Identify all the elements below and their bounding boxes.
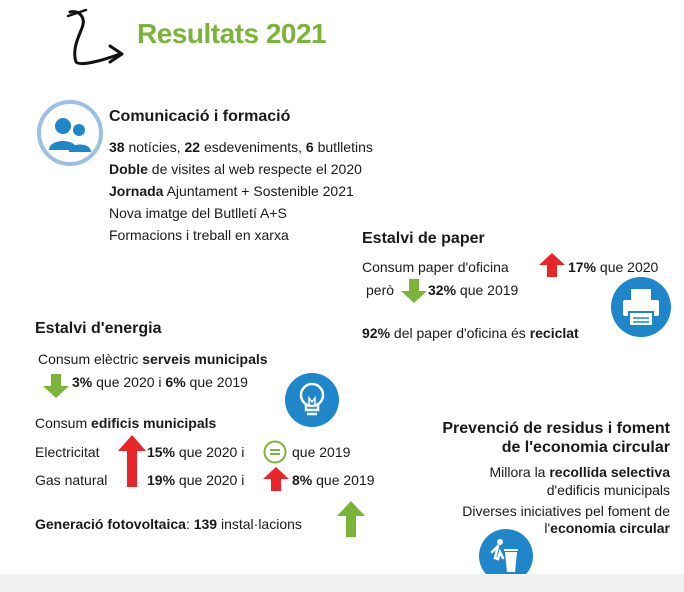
waste-line-1: Millora la recollida selectiva <box>489 464 670 480</box>
footer-bar <box>0 574 684 592</box>
communication-line-4: Nova imatge del Butlletí A+S <box>109 205 287 221</box>
communication-line-2: Doble de visites al web respecte el 2020 <box>109 161 362 177</box>
energy-line-2: 3% que 2020 i 6% que 2019 <box>72 374 248 390</box>
arrow-up-icon <box>118 435 146 487</box>
arrow-down-icon <box>401 279 427 303</box>
paper-line-2-value: 32% que 2019 <box>428 282 519 298</box>
arrow-up-icon <box>539 253 565 277</box>
page-title: Resultats 2021 <box>137 18 327 49</box>
waste-line-2: d'edificis municipals <box>546 482 670 498</box>
trash-bin-icon <box>479 529 533 583</box>
light-bulb-icon <box>285 373 339 427</box>
paper-line-3: 92% del paper d'oficina és reciclat <box>362 325 579 341</box>
energy-line-4-suffix: que 2019 <box>292 444 351 460</box>
arrow-up-icon <box>263 467 289 491</box>
energy-heading: Estalvi d'energia <box>35 320 162 337</box>
waste-line-3: Diverses iniciatives pel foment de <box>462 503 670 519</box>
communication-line-3: Jornada Ajuntament + Sostenible 2021 <box>109 183 354 199</box>
energy-line-4-value: 15% que 2020 i <box>147 444 245 460</box>
waste-heading-1: Prevenció de residus i foment <box>442 420 670 437</box>
energy-line-4-label: Electricitat <box>35 444 100 460</box>
communication-line-5: Formacions i treball en xarxa <box>109 227 289 243</box>
energy-line-6: Generació fotovoltaica: 139 instal·lacio… <box>35 516 302 532</box>
energy-line-5-suffix: 8% que 2019 <box>292 472 375 488</box>
paper-line-1-value: 17% que 2020 <box>568 259 659 275</box>
waste-heading-2: de l'economia circular <box>501 439 670 456</box>
communication-line-1: 38 notícies, 22 esdeveniments, 6 butllet… <box>109 139 373 155</box>
energy-line-1: Consum elèctric serveis municipals <box>38 351 268 367</box>
printer-icon <box>611 277 671 337</box>
paper-heading: Estalvi de paper <box>362 230 485 247</box>
waste-line-4: l'economia circular <box>544 520 670 536</box>
arrow-up-icon <box>337 501 365 537</box>
arrow-down-icon <box>43 374 69 398</box>
paper-line-2-label: però <box>366 282 395 298</box>
equal-icon <box>263 440 287 464</box>
energy-line-5-label: Gas natural <box>35 472 108 488</box>
people-icon <box>37 100 103 166</box>
energy-line-3: Consum edificis municipals <box>35 415 217 431</box>
arrow-doodle-icon <box>66 8 124 66</box>
paper-line-1: Consum paper d'oficina <box>362 259 509 275</box>
energy-line-5-value: 19% que 2020 i <box>147 472 245 488</box>
communication-heading: Comunicació i formació <box>109 108 291 125</box>
